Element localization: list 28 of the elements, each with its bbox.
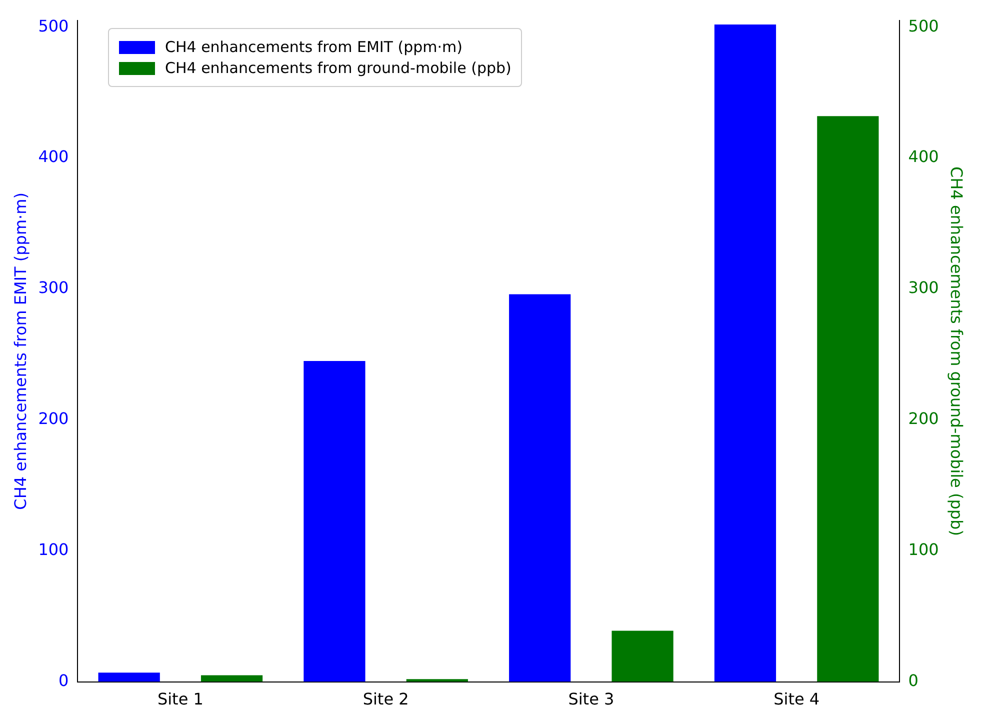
y-tick-label: 200 <box>38 409 69 428</box>
bar <box>304 361 366 682</box>
bar <box>509 294 571 682</box>
legend-label: CH4 enhancements from ground-mobile (ppb) <box>165 59 512 77</box>
y2-tick-label: 0 <box>908 670 918 690</box>
x-tick-label: Site 1 <box>157 690 204 709</box>
bar <box>98 672 160 682</box>
x-tick-label: Site 3 <box>568 690 614 709</box>
y2-tick-label: 300 <box>908 278 939 298</box>
y-tick-label: 0 <box>58 670 69 690</box>
y-tick-label: 400 <box>38 147 69 166</box>
x-tick-label: Site 4 <box>774 690 820 709</box>
y2-tick-label: 200 <box>908 409 939 428</box>
bar <box>817 116 879 682</box>
y-tick-label: 100 <box>38 540 69 560</box>
y-tick-label: 300 <box>38 278 69 298</box>
legend-label: CH4 enhancements from EMIT (ppm·m) <box>165 38 462 56</box>
bar <box>714 24 776 682</box>
y-tick-label: 500 <box>38 16 69 36</box>
y2-tick-label: 500 <box>908 16 939 36</box>
y-axis-title: CH4 enhancements from EMIT (ppm·m) <box>10 192 30 510</box>
y2-tick-label: 400 <box>908 147 939 166</box>
bar <box>406 679 468 682</box>
bar <box>200 675 263 682</box>
y2-tick-label: 100 <box>908 540 939 560</box>
bar <box>612 630 674 682</box>
y2-axis-title: CH4 enhancements from ground-mobile (ppb) <box>947 166 966 536</box>
x-tick-label: Site 2 <box>362 690 409 709</box>
